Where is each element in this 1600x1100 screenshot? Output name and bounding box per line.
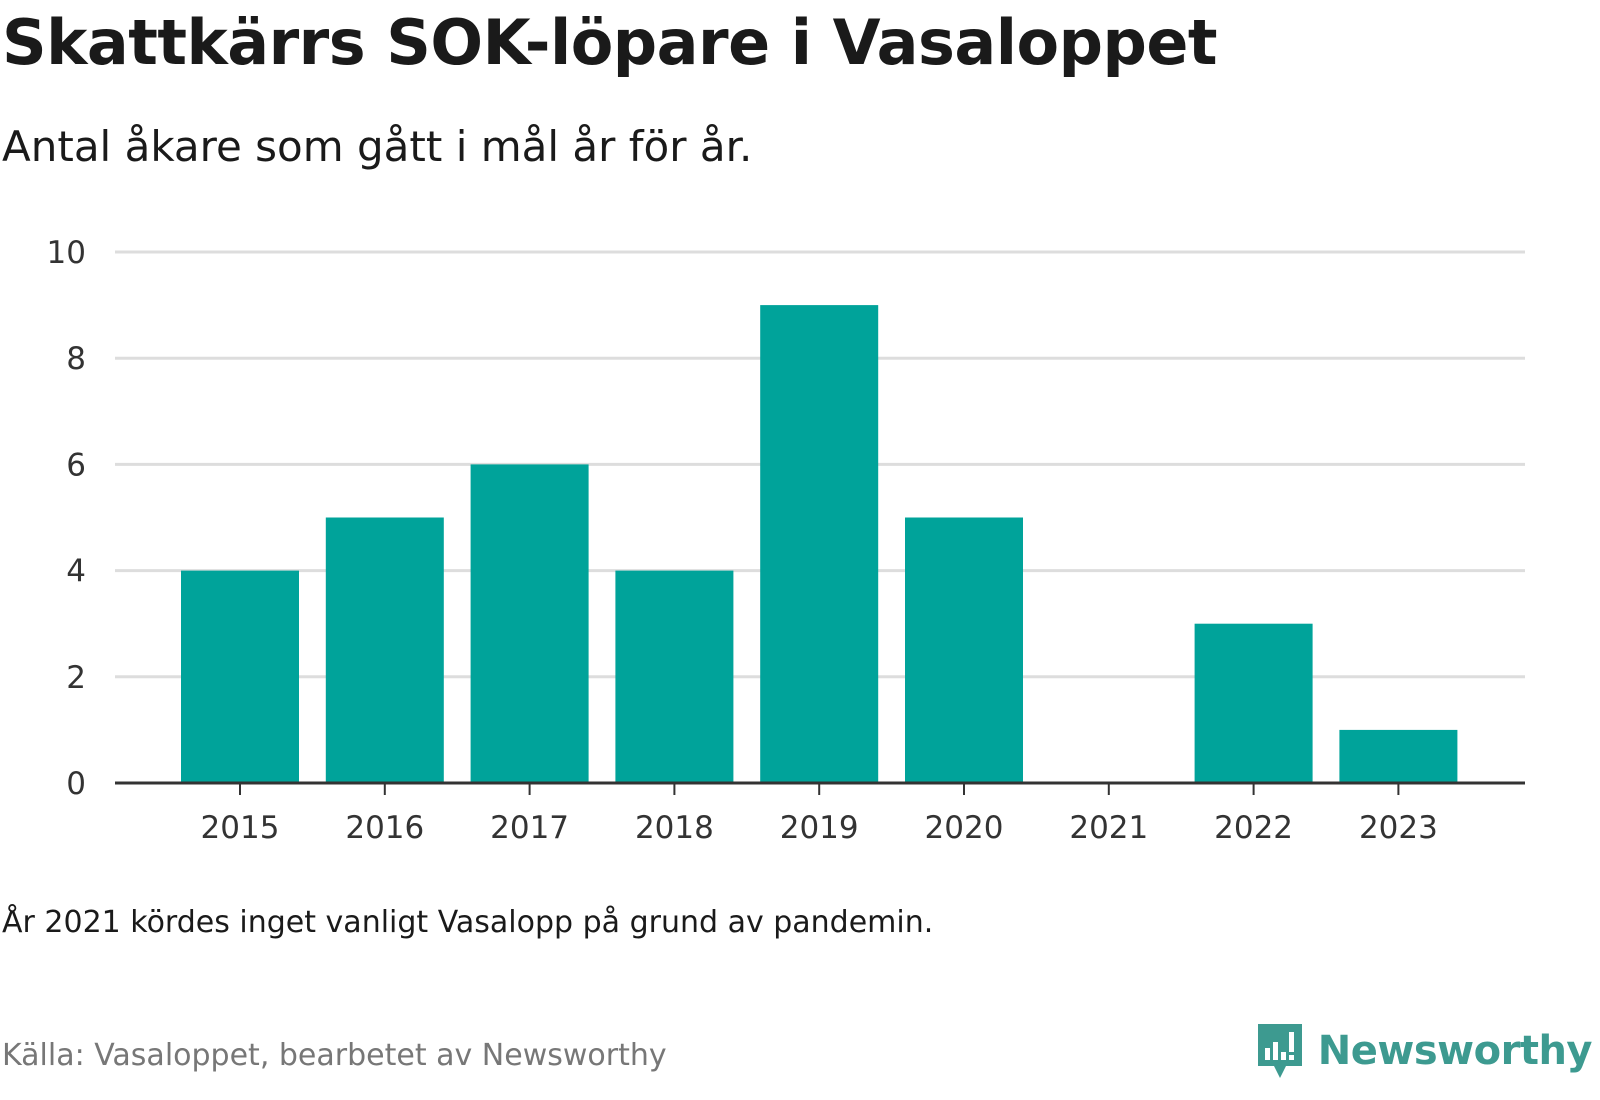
bar-chart: 0 2 4 6 8 10 2015 2016 2017 2018 2019 2020 2021 2022 2… (47, 235, 1525, 846)
y-tick-label: 6 (66, 447, 86, 483)
source-credit: Källa: Vasaloppet, bearbetet av Newswort… (2, 1038, 667, 1073)
newsworthy-brand: Newsworthy (1254, 1022, 1593, 1080)
y-tick-label: 0 (66, 766, 86, 802)
bar-2016 (325, 517, 444, 783)
chart-note: År 2021 kördes inget vanligt Vasalopp på… (2, 905, 934, 940)
x-tick-label: 2020 (925, 810, 1004, 846)
x-tick-label: 2023 (1359, 810, 1438, 846)
bar-2019 (760, 305, 879, 783)
bar-2023 (1339, 729, 1458, 783)
x-tick-label: 2021 (1069, 810, 1148, 846)
y-tick-label: 4 (66, 554, 86, 590)
chart-title: Skattkärrs SOK-löpare i Vasaloppet (2, 6, 1218, 79)
newsworthy-logo-icon (1257, 1024, 1302, 1078)
brand-name: Newsworthy (1317, 1028, 1593, 1074)
bar-2020 (905, 517, 1023, 783)
x-tick-label: 2017 (490, 810, 569, 846)
bar-2022 (1194, 623, 1313, 783)
y-tick-label: 2 (66, 660, 86, 696)
x-tick-label: 2019 (780, 810, 859, 846)
chart-subtitle: Antal åkare som gått i mål år för år. (2, 122, 753, 171)
bar-2015 (181, 570, 299, 783)
bar-2018 (615, 570, 734, 783)
x-tick-label: 2016 (345, 810, 424, 846)
x-tick-label: 2018 (635, 810, 714, 846)
x-tick-label: 2022 (1214, 810, 1293, 846)
bar-2017 (470, 464, 589, 783)
x-tick-label: 2015 (201, 810, 280, 846)
y-tick-label: 10 (47, 235, 86, 271)
y-tick-label: 8 (66, 341, 86, 377)
